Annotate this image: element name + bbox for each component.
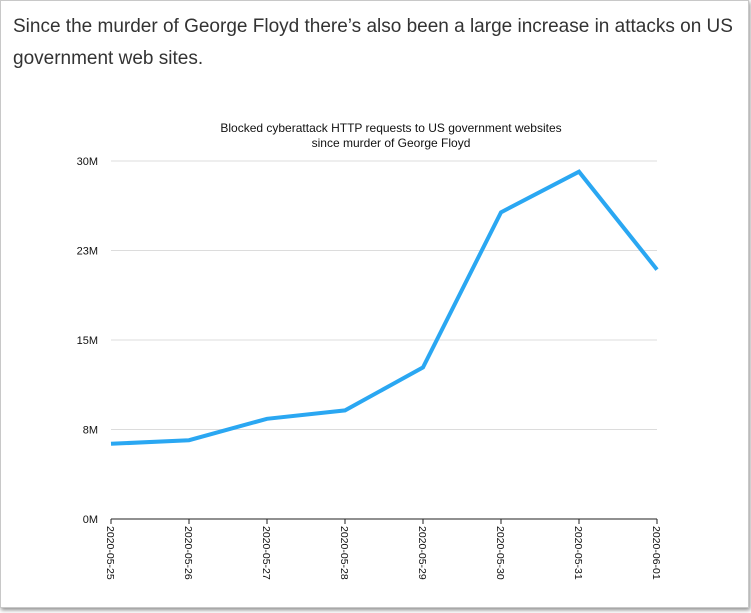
y-axis-ticks: 0M 8M 15M 23M 30M bbox=[77, 156, 98, 526]
x-tick-label: 2020-05-31 bbox=[572, 526, 584, 580]
chart-title: Blocked cyberattack HTTP requests to US … bbox=[220, 121, 561, 135]
x-tick-label: 2020-05-26 bbox=[182, 526, 194, 580]
y-tick-label: 8M bbox=[83, 425, 98, 437]
y-tick-label: 15M bbox=[77, 335, 98, 347]
series-line bbox=[110, 169, 659, 446]
intro-text: Since the murder of George Floyd there’s… bbox=[13, 16, 733, 69]
x-tick-label: 2020-05-30 bbox=[494, 526, 506, 580]
x-tick-label: 2020-05-29 bbox=[416, 526, 428, 580]
x-tick-label: 2020-05-27 bbox=[260, 526, 272, 580]
x-axis-ticks: 2020-05-25 2020-05-26 2020-05-27 2020-05-28… bbox=[104, 519, 662, 580]
y-tick-label: 23M bbox=[77, 246, 98, 258]
chart-subtitle: since murder of George Floyd bbox=[312, 136, 471, 150]
y-tick-label: 30M bbox=[77, 156, 98, 168]
y-tick-label: 0M bbox=[83, 514, 98, 526]
x-tick-label: 2020-06-01 bbox=[650, 526, 662, 580]
gridlines bbox=[111, 160, 657, 430]
series-layer bbox=[110, 169, 659, 446]
x-tick-label: 2020-05-25 bbox=[104, 526, 116, 580]
x-tick-label: 2020-05-28 bbox=[338, 526, 350, 580]
